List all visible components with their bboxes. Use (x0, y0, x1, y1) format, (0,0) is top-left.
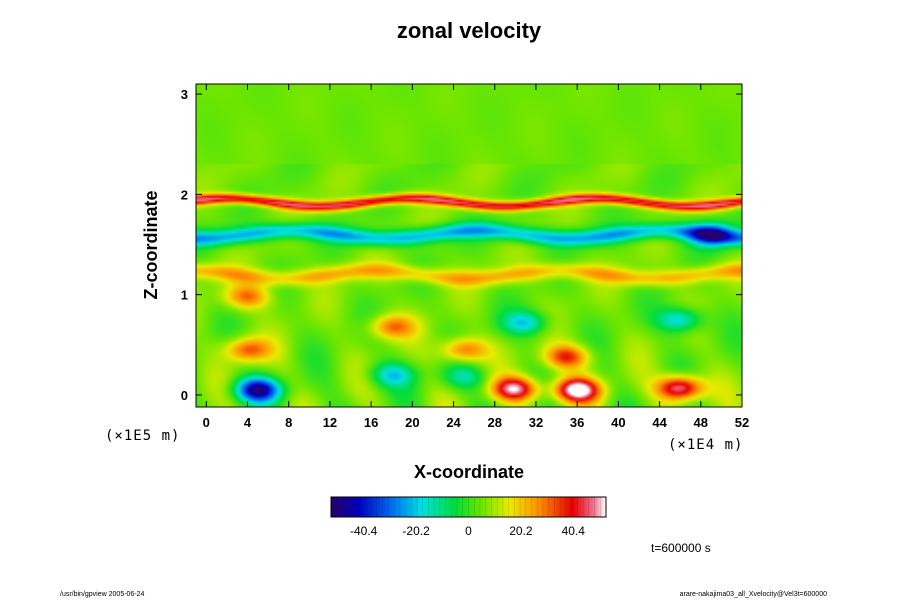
x-tick-label: 0 (203, 415, 210, 430)
x-tick-label: 8 (285, 415, 292, 430)
y-scale-label: (×1E5 m) (105, 428, 180, 444)
colorbar-tick-label: -40.4 (350, 524, 378, 538)
y-tick-label: 3 (181, 87, 188, 102)
colorbar-tick-label: -20.2 (402, 524, 430, 538)
x-tick-label: 24 (446, 415, 461, 430)
footer-right: arare-nakajima03_all_Xvelocity@Vel3t=600… (680, 591, 828, 598)
plot-area (195, 83, 743, 408)
x-tick-label: 28 (488, 415, 502, 430)
x-tick-label: 32 (529, 415, 543, 430)
chart-title: zonal velocity (397, 18, 542, 43)
x-tick-label: 44 (652, 415, 667, 430)
x-tick-label: 12 (323, 415, 337, 430)
x-tick-label: 20 (405, 415, 419, 430)
x-tick-label: 16 (364, 415, 378, 430)
x-tick-label: 52 (735, 415, 749, 430)
y-tick-label: 2 (181, 187, 188, 202)
x-axis-label: X-coordinate (414, 462, 524, 482)
x-axis: 0 4 8 12 16 20 24 28 32 36 40 44 48 52 (203, 84, 749, 430)
y-tick-label: 0 (181, 388, 188, 403)
colorbar-tick-label: 20.2 (509, 524, 533, 538)
y-axis-label: Z-coordinate (141, 190, 161, 299)
x-tick-label: 4 (244, 415, 252, 430)
colorbar-frame (330, 496, 607, 518)
x-tick-label: 36 (570, 415, 584, 430)
x-tick-label: 40 (611, 415, 625, 430)
y-axis: 0 1 2 3 (181, 87, 742, 403)
y-tick-label: 1 (181, 288, 188, 303)
time-label: t=600000 s (651, 541, 711, 555)
colorbar-tick-label: 0 (465, 524, 472, 538)
colorbar-gradient (331, 497, 606, 517)
colorbar-tick-label: 40.4 (562, 524, 586, 538)
heatmap (196, 84, 742, 407)
x-scale-label: (×1E4 m) (668, 437, 743, 453)
footer-left: /usr/bin/gpview 2005-06-24 (60, 591, 145, 598)
x-tick-label: 48 (694, 415, 708, 430)
colorbar: -40.4 -20.2 0 20.2 40.4 (330, 496, 607, 538)
plot-frame (195, 83, 743, 408)
